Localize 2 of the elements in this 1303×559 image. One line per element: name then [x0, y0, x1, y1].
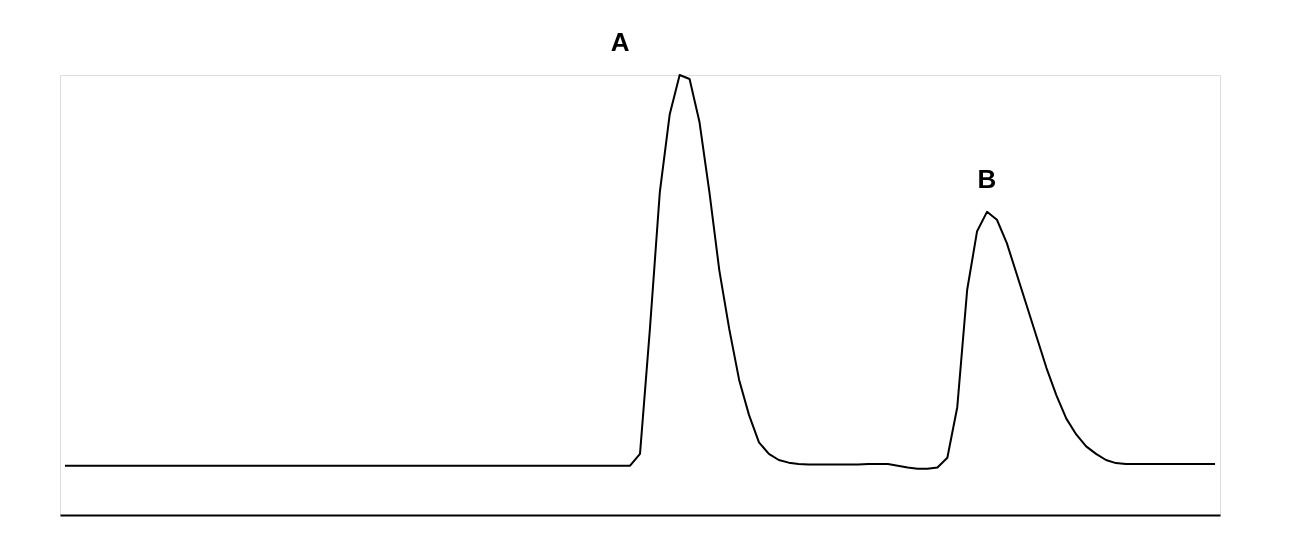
text: A — [610, 27, 630, 57]
annotation: B — [977, 163, 997, 194]
